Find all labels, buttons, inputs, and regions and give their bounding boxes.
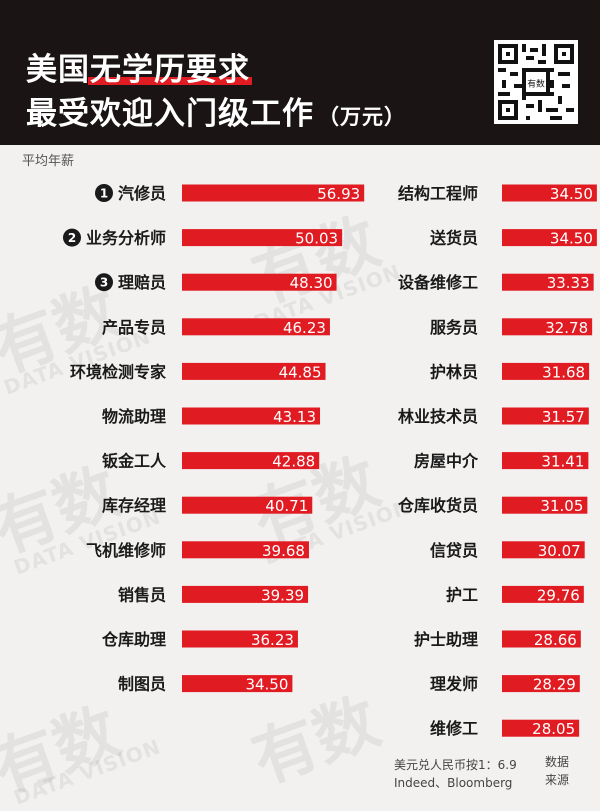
rank-number: 3 — [100, 276, 108, 290]
value-label: 48.30 — [290, 274, 333, 292]
bar — [182, 541, 309, 559]
category-label: 物流助理 — [102, 407, 166, 426]
svg-text:有数: 有数 — [527, 77, 545, 89]
value-label: 50.03 — [295, 230, 338, 248]
category-label: 汽修员 — [118, 184, 166, 203]
value-label: 34.50 — [550, 230, 593, 248]
category-label: 仓库助理 — [101, 630, 166, 649]
bar — [502, 496, 588, 514]
bar — [502, 541, 585, 559]
y-axis-label: 平均年薪 — [22, 154, 75, 169]
category-label: 理赔员 — [118, 273, 166, 292]
category-label: 钣金工人 — [102, 452, 167, 471]
value-label: 42.88 — [272, 453, 315, 471]
value-label: 40.71 — [265, 497, 308, 515]
value-label: 43.13 — [273, 408, 316, 426]
category-label: 制图员 — [118, 675, 166, 694]
value-label: 44.85 — [279, 363, 322, 381]
source-label-top: 数据 — [545, 755, 570, 769]
value-label: 28.05 — [532, 720, 575, 738]
value-label: 34.50 — [550, 185, 593, 203]
value-label: 31.41 — [541, 453, 584, 471]
qr-code-icon: 有数 — [494, 40, 578, 124]
rank-number: 2 — [68, 231, 76, 245]
category-label: 销售员 — [118, 585, 166, 604]
bar — [182, 496, 313, 514]
rank-badge — [95, 273, 113, 292]
category-label: 飞机维修师 — [86, 541, 166, 560]
category-label: 维修工 — [430, 719, 478, 738]
title-line-2: 最受欢迎入门级工作 （万元） — [26, 88, 406, 133]
bar — [182, 318, 330, 336]
title-unit: （万元） — [318, 105, 406, 129]
category-label: 环境检测专家 — [70, 362, 167, 381]
value-label: 46.23 — [283, 319, 326, 337]
bar — [182, 407, 321, 425]
category-label: 业务分析师 — [86, 229, 166, 248]
value-label: 31.57 — [542, 408, 585, 426]
bar — [182, 675, 293, 693]
category-label: 服务员 — [430, 318, 478, 337]
bar — [502, 585, 584, 603]
value-label: 28.29 — [533, 676, 576, 694]
rank-badge — [95, 184, 113, 202]
category-label: 结构工程师 — [397, 184, 478, 203]
category-label: 送货员 — [429, 229, 478, 248]
bar — [502, 452, 589, 470]
value-label: 29.76 — [537, 586, 580, 604]
bar — [502, 630, 581, 648]
title-main: 最受欢迎入门级工作 — [26, 96, 314, 132]
bar — [502, 675, 580, 693]
value-label: 28.66 — [534, 631, 577, 649]
category-label: 护工 — [446, 585, 478, 604]
value-label: 31.05 — [540, 497, 583, 515]
bar — [182, 273, 337, 291]
title-line-1: 美国无学历要求 — [26, 44, 252, 89]
source-label-bottom: 来源 — [545, 773, 570, 787]
category-label: 库存经理 — [102, 496, 166, 515]
bar — [182, 229, 343, 247]
value-label: 31.68 — [542, 363, 585, 381]
bar — [502, 407, 589, 425]
category-label: 房屋中介 — [414, 452, 479, 471]
value-label: 33.33 — [547, 274, 590, 292]
bar — [182, 452, 320, 470]
category-label: 理发师 — [430, 675, 478, 694]
bar — [502, 184, 597, 202]
bar — [502, 719, 580, 737]
source-label: 数据 来源 — [545, 753, 569, 789]
category-label: 设备维修工 — [398, 273, 478, 292]
value-label: 39.39 — [261, 586, 304, 604]
category-label: 林业技术员 — [398, 407, 478, 426]
title-highlight: 无学历要求 — [88, 44, 252, 89]
bar — [502, 273, 594, 291]
value-label: 56.93 — [317, 185, 360, 203]
bar — [182, 630, 298, 648]
value-label: 30.07 — [538, 542, 581, 560]
category-label: 仓库收货员 — [397, 496, 478, 515]
rank-badge — [63, 228, 81, 247]
bar — [182, 362, 326, 380]
title-plain: 美国 — [26, 52, 90, 88]
value-label: 32.78 — [545, 319, 588, 337]
header-banner: 美国无学历要求 最受欢迎入门级工作 （万元） 有数 — [0, 0, 600, 145]
data-source: Indeed、Bloomberg — [394, 776, 513, 790]
value-label: 36.23 — [251, 631, 294, 649]
value-label: 39.68 — [262, 542, 305, 560]
bar — [502, 318, 593, 336]
bar — [502, 229, 597, 247]
bar — [182, 585, 309, 603]
category-label: 护林员 — [430, 362, 478, 381]
bar — [182, 184, 365, 202]
bar — [502, 362, 590, 380]
category-label: 产品专员 — [102, 318, 166, 337]
rank-number: 1 — [100, 187, 108, 201]
exchange-rate-note: 美元兑人民币按1：6.9 — [394, 758, 517, 772]
category-label: 信贷员 — [430, 541, 478, 560]
value-label: 34.50 — [245, 676, 288, 694]
category-label: 护士助理 — [414, 630, 478, 649]
